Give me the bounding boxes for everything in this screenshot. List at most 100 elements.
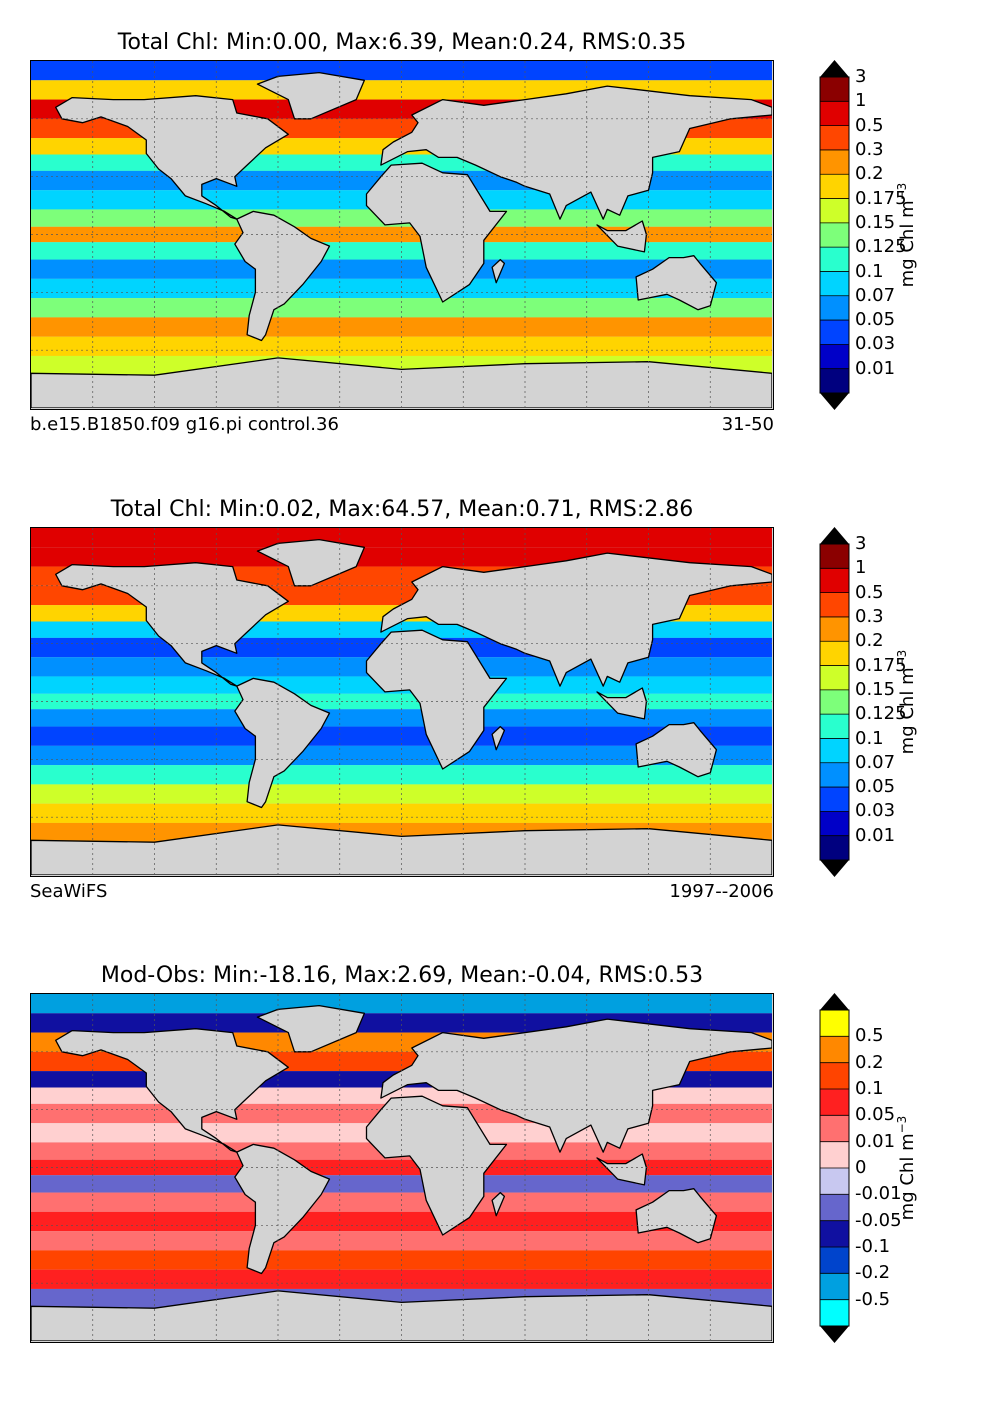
land-mass	[596, 1153, 648, 1186]
colorbar-segment	[820, 1010, 849, 1037]
map-band	[31, 61, 772, 81]
colorbar-segment	[820, 101, 849, 126]
colorbar-tick-label: 1	[855, 90, 867, 112]
map-band	[31, 528, 772, 548]
colorbar-segment	[820, 1299, 849, 1327]
colorbar-tick-label: 0.1	[855, 727, 884, 749]
land-mass	[234, 1143, 331, 1275]
colorbar-tick-label: 0.2	[855, 630, 884, 652]
colorbar-tick-label: 0.03	[855, 800, 896, 822]
colorbar-segment	[820, 811, 849, 836]
colorbar-tick-label: 0.07	[855, 284, 896, 306]
colorbar-tick-label: 0.01	[855, 357, 896, 379]
right-caption: 1997--2006	[669, 881, 774, 902]
colorbar-tick-label: 0.01	[855, 1130, 896, 1152]
map-svg	[31, 61, 772, 408]
colorbar-extend-min	[820, 860, 849, 877]
colorbar-segment	[820, 271, 849, 297]
colorbar-tick-label: 0.3	[855, 605, 884, 627]
right-caption: 31-50	[721, 414, 774, 435]
colorbar-segment	[820, 835, 849, 861]
panel-difference: Mod-Obs: Min:-18.16, Max:2.69, Mean:-0.0…	[0, 963, 981, 1403]
colorbar-tick-label: 3	[855, 533, 867, 554]
map-band	[31, 994, 772, 1014]
colorbar-tick-label: 1	[855, 557, 867, 579]
colorbar-segment	[820, 689, 849, 715]
colorbar-tick-label: 0.05	[855, 1104, 896, 1126]
map-band	[31, 259, 772, 279]
colorbar-segment	[820, 1220, 849, 1248]
land-mass	[596, 220, 648, 253]
colorbar-label: mg Chl m−3	[895, 182, 918, 288]
panel-observed: Total Chl: Min:0.02, Max:64.57, Mean:0.7…	[0, 497, 981, 937]
colorbar-segment	[820, 125, 849, 151]
colorbar-segment	[820, 198, 849, 224]
colorbar-frame	[819, 543, 850, 861]
colorbar-extend-min	[820, 393, 849, 410]
colorbar-segment	[820, 149, 849, 175]
colorbar	[819, 993, 850, 1343]
colorbar-tick-label: 0.01	[855, 824, 896, 846]
colorbar-tick-label: 0.125	[855, 236, 907, 258]
colorbar-tick-label: 0.03	[855, 333, 896, 355]
land-mass	[635, 722, 718, 778]
colorbar-tick-label: 0.15	[855, 678, 896, 700]
colorbar-tick-label: 0.1	[855, 260, 884, 282]
colorbar-segment	[820, 641, 849, 666]
colorbar-segment	[820, 1273, 849, 1300]
colorbar-segment	[820, 544, 849, 569]
colorbar-label: mg Chl m−3	[895, 1115, 918, 1221]
colorbar-extend-max	[820, 527, 849, 544]
colorbar-segment	[820, 714, 849, 739]
colorbar-tick-label: 0.3	[855, 138, 884, 160]
colorbar-segment	[820, 568, 849, 593]
land-mass	[491, 1191, 506, 1217]
colorbar-tick-label: 0.2	[855, 163, 884, 185]
land-mass	[256, 538, 366, 587]
colorbar-segment	[820, 1115, 849, 1142]
map-band	[31, 726, 772, 746]
colorbar-segment	[820, 1168, 849, 1195]
colorbar-segment	[820, 174, 849, 199]
colorbar-tick-label: 0.175	[855, 187, 907, 209]
map-plot	[30, 527, 774, 877]
map-plot	[30, 993, 774, 1343]
colorbar-segment	[820, 77, 849, 102]
land-mass	[380, 85, 772, 220]
left-caption: SeaWiFS	[30, 881, 108, 902]
colorbar-tick-label: 0.5	[855, 581, 884, 603]
colorbar-tick-label: 0.125	[855, 703, 907, 725]
colorbar-segment	[820, 1141, 849, 1169]
colorbar-tick-label: 0.2	[855, 1051, 884, 1073]
land-mass	[55, 562, 289, 687]
colorbar-segment	[820, 1247, 849, 1274]
colorbar-tick-label: 0.15	[855, 211, 896, 233]
colorbar-extend-max	[820, 993, 849, 1010]
colorbar-tick-label: 0.05	[855, 776, 896, 798]
colorbar-frame	[819, 1009, 850, 1327]
land-mass	[491, 258, 506, 284]
colorbar-tick-label: 3	[855, 66, 867, 87]
land-mass	[596, 687, 648, 720]
colorbar-frame	[819, 76, 850, 394]
map-band	[31, 1211, 772, 1232]
panel-model: Total Chl: Min:0.00, Max:6.39, Mean:0.24…	[0, 30, 981, 470]
colorbar-segment	[820, 665, 849, 691]
colorbar-tick-label: 0.05	[855, 309, 896, 331]
colorbar-segment	[820, 1036, 849, 1063]
colorbar-segment	[820, 616, 849, 642]
colorbar-segment	[820, 1089, 849, 1116]
land-mass	[234, 210, 331, 342]
colorbar-tick-label: 0.5	[855, 1025, 884, 1047]
colorbar	[819, 60, 850, 410]
colorbar	[819, 527, 850, 877]
land-mass	[256, 1004, 366, 1053]
colorbar-tick-label: 0.07	[855, 751, 896, 773]
colorbar-segment	[820, 368, 849, 394]
colorbar-segment	[820, 320, 849, 345]
colorbar-segment	[820, 1194, 849, 1221]
colorbar-tick-label: 0.175	[855, 654, 907, 676]
land-mass	[55, 1028, 289, 1153]
map-band	[31, 278, 772, 299]
land-mass	[635, 1188, 718, 1244]
